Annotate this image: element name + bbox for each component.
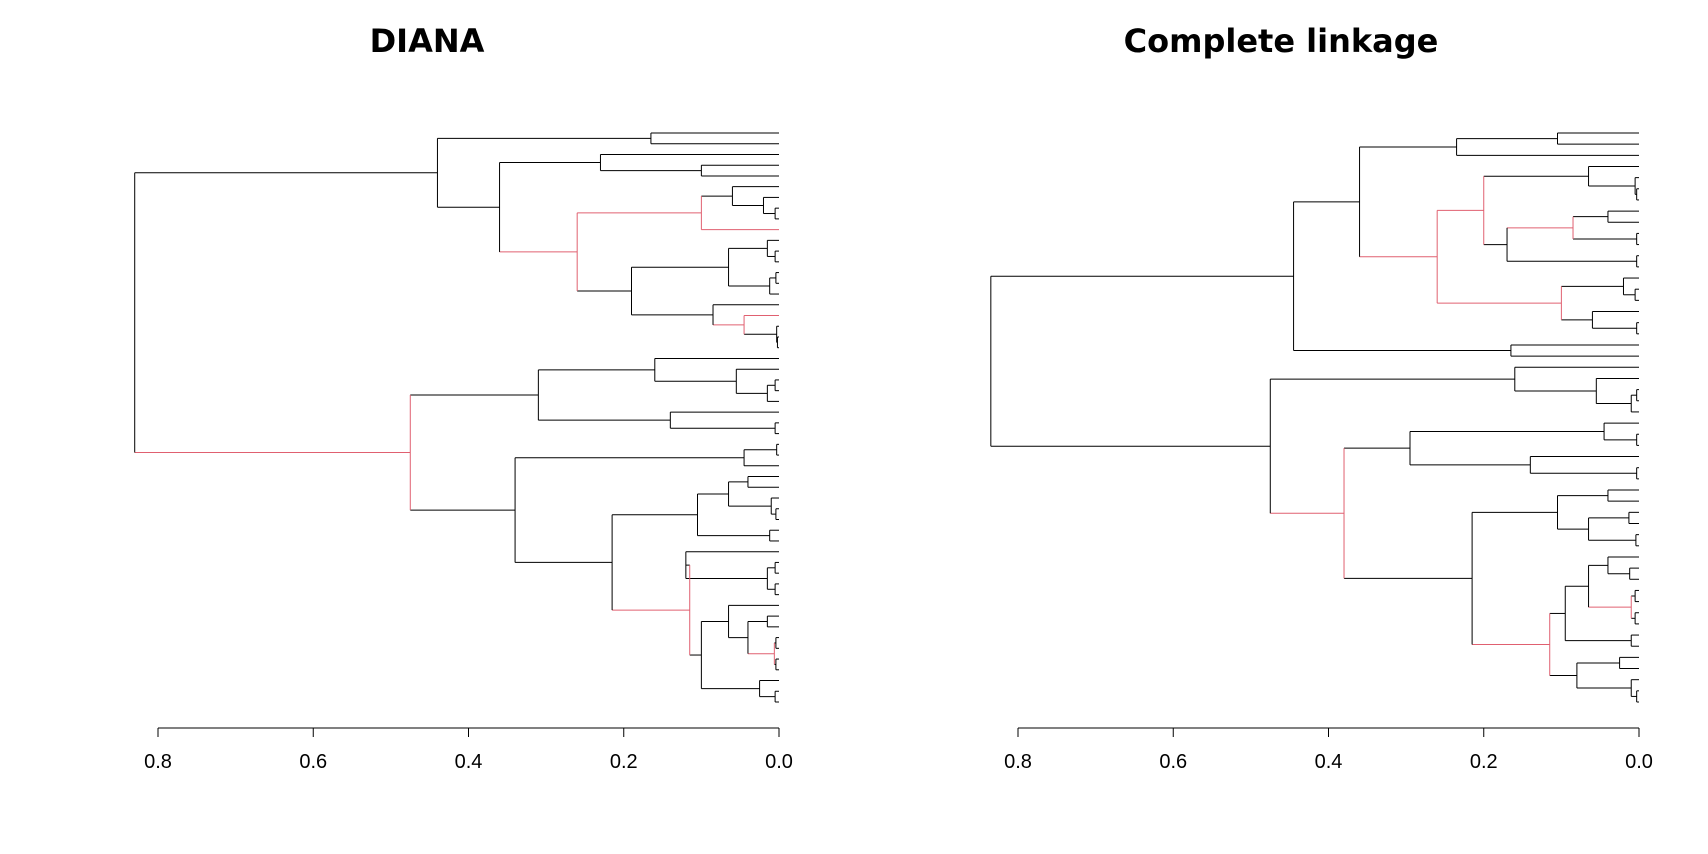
x-axis-tick-label: 0.0 bbox=[1625, 751, 1653, 773]
x-axis-tick-label: 0.8 bbox=[1004, 751, 1032, 773]
x-axis-tick-label: 0.4 bbox=[1315, 751, 1343, 773]
x-axis-tick-label: 0.0 bbox=[765, 751, 793, 773]
diana-dendrogram: 0.8 0.6 0.4 0.2 0.0 bbox=[134, 132, 793, 773]
x-axis-tick-label: 0.2 bbox=[610, 751, 638, 773]
x-axis-tick-label: 0.6 bbox=[1159, 751, 1187, 773]
complete-linkage-dendrogram: 0.8 0.6 0.4 0.2 0.0 bbox=[990, 132, 1653, 773]
x-axis-tick-label: 0.8 bbox=[144, 751, 172, 773]
complete-linkage-panel: Complete linkage 0.8 0.6 0.4 0.2 0.0 bbox=[854, 0, 1708, 854]
complete-linkage-title: Complete linkage bbox=[1123, 22, 1439, 60]
x-axis-tick-label: 0.4 bbox=[455, 751, 483, 773]
diana-panel: DIANA 0.8 0.6 0.4 0.2 0.0 bbox=[134, 22, 793, 773]
x-axis-tick-label: 0.2 bbox=[1470, 751, 1498, 773]
x-axis-tick-label: 0.6 bbox=[299, 751, 327, 773]
diana-title: DIANA bbox=[369, 22, 485, 60]
